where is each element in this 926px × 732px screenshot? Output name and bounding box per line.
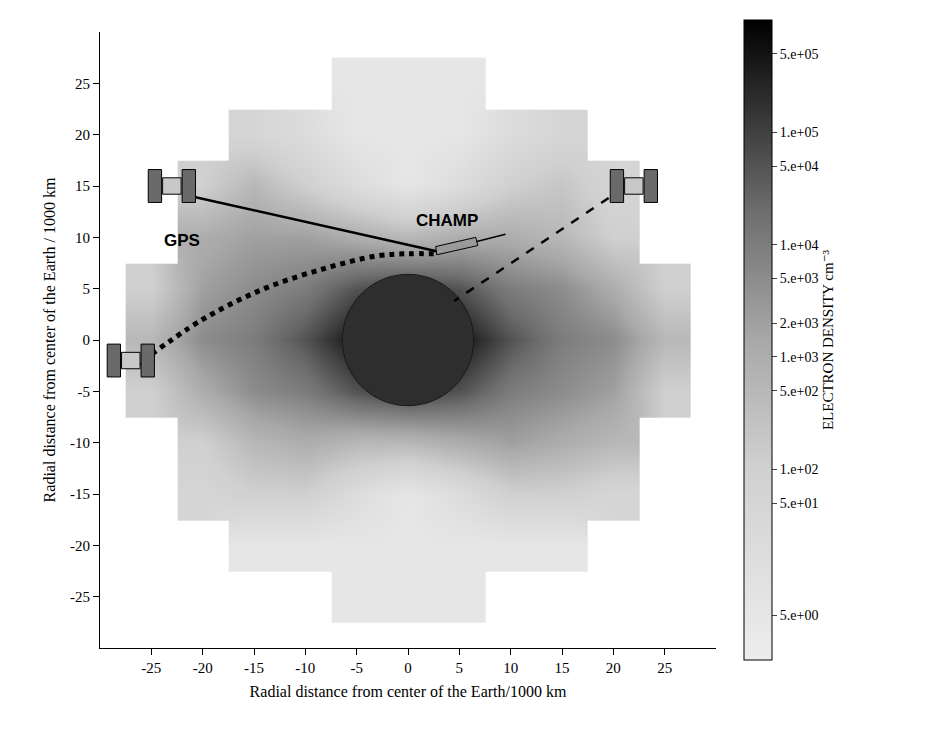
- svg-text:CHAMP: CHAMP: [416, 211, 478, 230]
- svg-text:1.e+05: 1.e+05: [780, 125, 819, 140]
- svg-text:5.e+04: 5.e+04: [780, 159, 819, 174]
- svg-text:5.e+00: 5.e+00: [780, 608, 819, 623]
- svg-text:-20: -20: [70, 538, 90, 554]
- svg-text:ELECTRON DENSITY cm⁻³: ELECTRON DENSITY cm⁻³: [820, 249, 836, 430]
- svg-text:2.e+03: 2.e+03: [780, 316, 819, 331]
- svg-text:-10: -10: [70, 435, 90, 451]
- svg-text:-15: -15: [244, 660, 264, 676]
- svg-text:Radial distance from center of: Radial distance from center of the Earth…: [41, 177, 58, 502]
- svg-text:5.e+03: 5.e+03: [780, 271, 819, 286]
- svg-text:1.e+02: 1.e+02: [780, 462, 819, 477]
- svg-text:1.e+03: 1.e+03: [780, 350, 819, 365]
- svg-text:5: 5: [83, 281, 91, 297]
- svg-text:-5: -5: [78, 384, 91, 400]
- svg-text:15: 15: [555, 660, 570, 676]
- svg-text:5.e+02: 5.e+02: [780, 384, 819, 399]
- svg-text:-25: -25: [141, 660, 161, 676]
- svg-text:-20: -20: [193, 660, 213, 676]
- svg-text:GPS: GPS: [164, 231, 200, 250]
- svg-text:25: 25: [75, 76, 90, 92]
- svg-text:1.e+04: 1.e+04: [780, 238, 819, 253]
- svg-text:0: 0: [404, 660, 412, 676]
- svg-text:0: 0: [83, 332, 91, 348]
- svg-text:-10: -10: [295, 660, 315, 676]
- svg-text:-25: -25: [70, 589, 90, 605]
- svg-text:-15: -15: [70, 486, 90, 502]
- svg-text:20: 20: [75, 127, 90, 143]
- svg-text:5.e+05: 5.e+05: [780, 47, 819, 62]
- svg-text:20: 20: [606, 660, 621, 676]
- svg-text:25: 25: [657, 660, 672, 676]
- svg-text:10: 10: [503, 660, 518, 676]
- svg-text:5: 5: [456, 660, 464, 676]
- svg-text:5.e+01: 5.e+01: [780, 496, 819, 511]
- svg-text:10: 10: [75, 230, 90, 246]
- svg-text:-5: -5: [350, 660, 363, 676]
- svg-text:15: 15: [75, 178, 90, 194]
- svg-text:Radial distance from center of: Radial distance from center of the Earth…: [250, 683, 567, 700]
